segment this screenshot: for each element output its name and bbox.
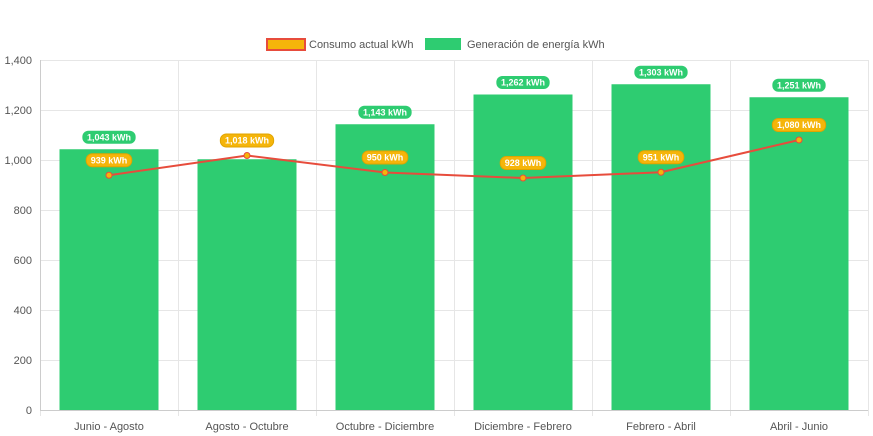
line-data-label-bg bbox=[499, 156, 547, 170]
line-point[interactable] bbox=[657, 168, 665, 176]
line-point[interactable] bbox=[795, 136, 803, 144]
x-tick-label: Octubre - Diciembre bbox=[336, 421, 434, 433]
x-tick-labels: Junio - Agosto Agosto - Octubre Octubre - … bbox=[74, 421, 828, 433]
bar-data-label: 1,143 kWh bbox=[363, 107, 407, 117]
bar-data-labels: 1,043 kWh 1,143 kWh 1,262 kWh 1,303 kWh 1,25… bbox=[82, 65, 826, 144]
bar-data-label: 1,303 kWh bbox=[639, 67, 683, 77]
bar-data-label: 1,043 kWh bbox=[87, 132, 131, 142]
y-tick-labels: 0 200 400 600 800 1,000 1,200 1,400 bbox=[4, 55, 32, 417]
gridlines bbox=[40, 60, 869, 416]
bar-data-label-bg bbox=[496, 76, 550, 89]
y-tick-label: 0 bbox=[26, 405, 32, 417]
bar[interactable] bbox=[59, 149, 159, 410]
line-data-label-bg bbox=[637, 150, 685, 165]
bar-data-label-bg bbox=[358, 105, 412, 119]
line-data-label-bg bbox=[219, 133, 275, 148]
bar-data-label: 1,262 kWh bbox=[501, 78, 545, 88]
bar[interactable] bbox=[197, 159, 297, 410]
bar-data-label-bg bbox=[634, 65, 688, 79]
x-tick-label: Febrero - Abril bbox=[626, 421, 696, 433]
line-data-label: 1,080 kWh bbox=[777, 120, 821, 130]
y-tick-label: 600 bbox=[14, 255, 32, 267]
consumption-line bbox=[108, 139, 800, 180]
bar-data-label-bg bbox=[772, 78, 826, 92]
bar-data-label-bg bbox=[82, 130, 136, 144]
y-tick-label: 400 bbox=[14, 305, 32, 317]
legend-swatch-consumo bbox=[266, 38, 306, 51]
line-point[interactable] bbox=[105, 171, 113, 179]
x-tick-label: Junio - Agosto bbox=[74, 421, 144, 433]
y-tick-label: 800 bbox=[14, 205, 32, 217]
line-data-label-bg bbox=[85, 153, 133, 168]
line-data-label: 951 kWh bbox=[643, 152, 680, 162]
bar[interactable] bbox=[335, 124, 435, 410]
legend: Consumo actual kWh Generación de energía … bbox=[266, 38, 605, 51]
line-data-label: 939 kWh bbox=[91, 155, 128, 165]
line-point[interactable] bbox=[381, 169, 389, 176]
legend-label-consumo: Consumo actual kWh bbox=[309, 39, 414, 51]
line-data-label: 950 kWh bbox=[367, 153, 404, 163]
legend-label-generacion: Generación de energía kWh bbox=[467, 39, 605, 51]
y-tick-label: 1,200 bbox=[4, 105, 32, 117]
line-point[interactable] bbox=[243, 152, 251, 159]
line-point[interactable] bbox=[519, 174, 527, 182]
bar[interactable] bbox=[473, 94, 573, 411]
line-data-label-bg bbox=[771, 118, 827, 132]
bar-data-label: 1,251 kWh bbox=[777, 80, 821, 90]
line-series bbox=[105, 136, 803, 182]
y-tick-label: 1,000 bbox=[4, 155, 32, 167]
y-tick-label: 1,400 bbox=[4, 55, 32, 67]
line-data-label: 928 kWh bbox=[505, 158, 542, 168]
line-data-label-bg bbox=[361, 150, 409, 165]
line-data-label: 1,018 kWh bbox=[225, 136, 269, 146]
y-tick-label: 200 bbox=[14, 355, 32, 367]
x-tick-label: Abril - Junio bbox=[770, 421, 828, 433]
bar[interactable] bbox=[749, 97, 849, 410]
x-tick-label: Diciembre - Febrero bbox=[474, 421, 572, 433]
bar[interactable] bbox=[611, 84, 711, 410]
line-data-labels: 939 kWh 1,018 kWh 950 kWh 928 kWh 951 kWh 1,0… bbox=[85, 118, 827, 170]
legend-swatch-generacion bbox=[425, 38, 461, 50]
x-tick-label: Agosto - Octubre bbox=[205, 421, 288, 433]
bar-series bbox=[59, 84, 849, 411]
